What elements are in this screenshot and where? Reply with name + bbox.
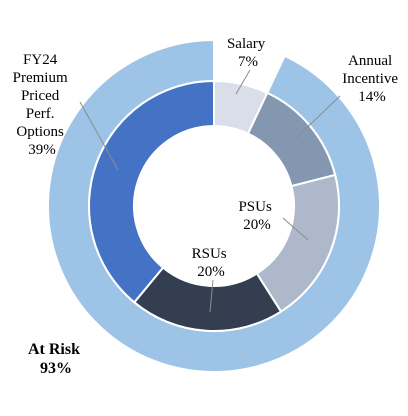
inner-ring xyxy=(88,79,340,332)
options-leader xyxy=(79,101,119,171)
salary-label: Salary 7% xyxy=(227,36,269,70)
annual-incentive-leader xyxy=(295,95,341,139)
annual-incentive-label-line1: Annual xyxy=(348,53,392,69)
salary-label-name: Salary xyxy=(227,36,266,52)
leader-lines xyxy=(79,69,341,313)
options-label: FY24 Premium Priced Perf. Options 39% xyxy=(13,52,72,158)
options-label-line4: Perf. xyxy=(26,106,55,122)
psus-label-name: PSUs xyxy=(238,199,272,215)
options-label-line2: Premium xyxy=(13,70,68,86)
options-label-line5: Options xyxy=(16,124,64,140)
annual-incentive-label-line2: Incentive xyxy=(342,71,398,87)
at-risk-label: At Risk 93% xyxy=(28,341,84,377)
rsus-leader xyxy=(209,279,214,313)
rsus-label-value: 20% xyxy=(197,264,225,280)
annual-incentive-label-value: 14% xyxy=(358,89,386,105)
options-label-value: 39% xyxy=(28,142,56,158)
options-label-line1: FY24 xyxy=(23,52,58,68)
annual-incentive-label: Annual Incentive 14% xyxy=(342,53,402,105)
psus-label: PSUs 20% xyxy=(238,199,275,233)
salary-leader xyxy=(235,69,251,95)
rsus-label-name: RSUs xyxy=(192,246,227,262)
at-risk-label-name: At Risk xyxy=(28,341,80,358)
options-label-line3: Priced xyxy=(21,88,60,104)
salary-label-value: 7% xyxy=(238,54,258,70)
psus-leader xyxy=(282,217,309,241)
inner-slice-fy24-premium-priced-perf-options xyxy=(88,79,215,304)
rsus-label: RSUs 20% xyxy=(192,246,231,280)
psus-label-value: 20% xyxy=(243,217,271,233)
at-risk-label-value: 93% xyxy=(40,360,72,377)
